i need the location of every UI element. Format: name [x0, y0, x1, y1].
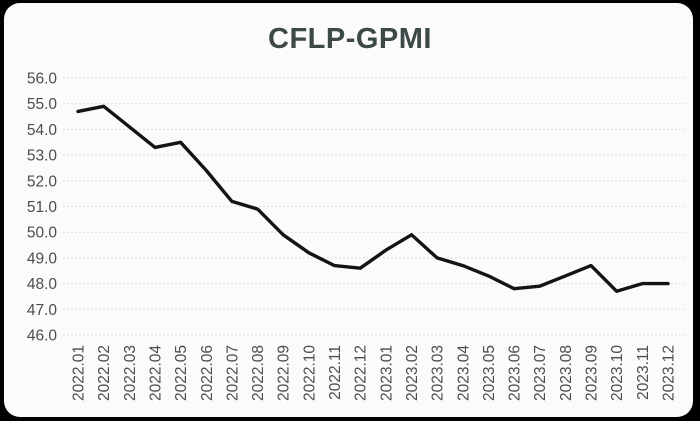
y-tick-label: 51.0 — [27, 199, 58, 216]
x-tick-label: 2023.12 — [661, 345, 678, 401]
y-tick-label: 56.0 — [27, 71, 58, 88]
y-tick-label: 55.0 — [27, 96, 58, 113]
y-tick-label: 54.0 — [27, 122, 58, 139]
x-tick-label: 2023.05 — [481, 345, 498, 401]
x-tick-label: 2022.05 — [173, 345, 190, 401]
x-tick-label: 2023.10 — [609, 345, 626, 401]
x-tick-label: 2023.09 — [584, 345, 601, 401]
y-tick-label: 47.0 — [27, 302, 58, 319]
x-tick-label: 2023.07 — [532, 345, 549, 401]
x-tick-label: 2023.03 — [430, 345, 447, 401]
chart-title: CFLP-GPMI — [268, 23, 432, 55]
y-tick-label: 50.0 — [27, 225, 58, 242]
y-tick-label: 52.0 — [27, 173, 58, 190]
x-tick-label: 2023.06 — [507, 345, 524, 401]
x-tick-label: 2022.07 — [224, 345, 241, 401]
x-tick-label: 2023.11 — [635, 345, 652, 400]
x-tick-label: 2022.02 — [96, 345, 113, 401]
x-tick-label: 2022.11 — [327, 345, 344, 400]
x-tick-label: 2022.12 — [353, 345, 370, 401]
x-tick-label: 2022.10 — [301, 345, 318, 401]
x-tick-label: 2022.08 — [250, 345, 267, 401]
y-tick-label: 46.0 — [27, 328, 58, 345]
y-tick-label: 53.0 — [27, 148, 58, 165]
x-tick-label: 2022.06 — [199, 345, 216, 401]
x-tick-label: 2023.04 — [455, 345, 472, 401]
x-tick-label: 2022.04 — [148, 345, 165, 401]
x-tick-label: 2023.08 — [558, 345, 575, 401]
x-tick-label: 2022.09 — [276, 345, 293, 401]
y-tick-label: 49.0 — [27, 250, 58, 267]
y-tick-label: 48.0 — [27, 276, 58, 293]
x-tick-label: 2022.01 — [71, 345, 88, 401]
x-tick-label: 2023.02 — [404, 345, 421, 401]
x-tick-label: 2022.03 — [122, 345, 139, 401]
chart-card — [4, 3, 693, 417]
x-tick-label: 2023.01 — [378, 345, 395, 401]
data-line-series — [76, 104, 670, 293]
